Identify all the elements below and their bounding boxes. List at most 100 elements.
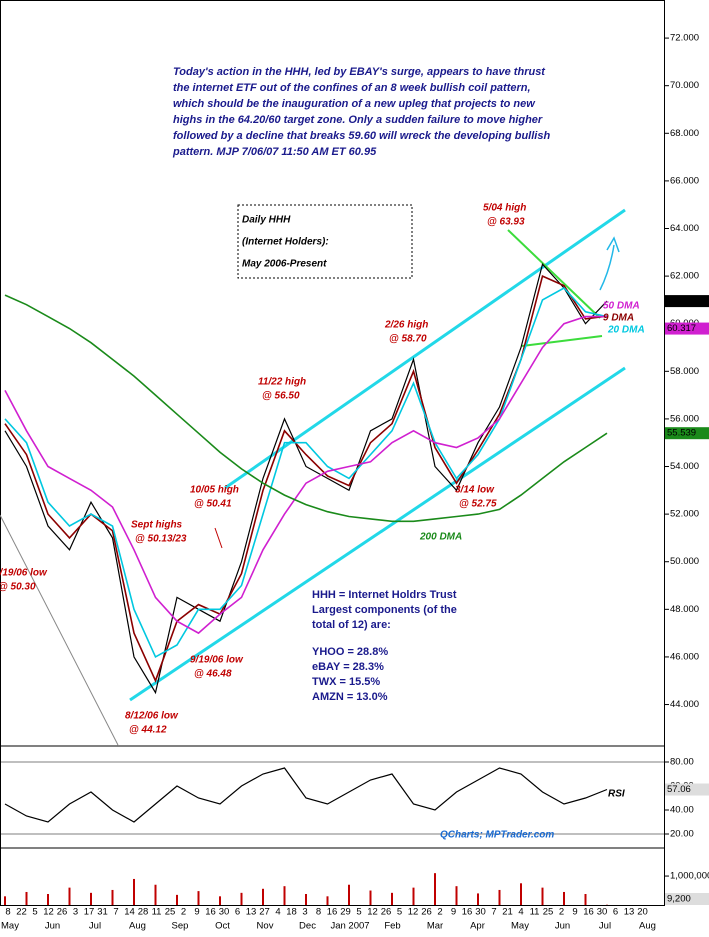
annotation: @ 44.12 [129,725,167,736]
x-tick-label: 18 [286,907,297,918]
trendline [129,366,626,702]
component: eBAY = 28.3% [312,661,384,673]
y-tick-label: 70.000 [670,80,699,91]
x-month-label: Sep [172,921,189,932]
x-tick-label: 4 [518,907,523,918]
y-tick-label: 72.000 [670,33,699,44]
x-tick-label: 16 [462,907,473,918]
y-tick-label: 46.000 [670,651,699,662]
annotation: @ 50.30 [0,582,36,593]
y-tick-label: 62.000 [670,271,699,282]
x-tick-label: 5 [32,907,37,918]
y-tick-label: 20.00 [670,829,694,840]
pointer [214,527,223,549]
rsi-line [4,767,608,823]
y-tick-label: 1,000,000 [670,871,709,882]
x-tick-label: 9 [572,907,577,918]
x-tick-label: 12 [367,907,378,918]
component: AMZN = 13.0% [312,691,388,703]
value-tag-label: 9,200 [667,894,691,905]
series-label: RSI [608,789,625,800]
annotation: 8/12/06 low [125,711,179,722]
annotation: @ 50.13/23 [135,534,187,545]
value-tag [665,322,709,335]
value-tag [665,427,709,440]
y-tick-label: 64.000 [670,223,699,234]
value-tag-label: 60.950 [667,296,696,307]
value-tag [665,893,709,905]
x-tick-label: 7 [491,907,496,918]
x-tick-label: 26 [421,907,432,918]
trendline [224,208,626,490]
x-tick-label: 5 [356,907,361,918]
x-tick-label: 2 [559,907,564,918]
series-label: 20 DMA [607,325,645,336]
x-month-label: Aug [639,921,656,932]
y-tick-label: 44.000 [670,699,699,710]
volume-bar [197,891,200,905]
commentary: Today's action in the HHH, led by EBAY's… [173,66,546,78]
x-tick-label: 9 [194,907,199,918]
volume-bar [111,889,114,905]
trendline [521,335,603,347]
volume-bar [25,891,28,905]
value-tag-label: 55.539 [667,428,696,439]
x-month-label: Jun [45,921,60,932]
commentary: followed by a decline that breaks 59.60 … [173,130,550,142]
y-tick-label: 80.00 [670,757,694,768]
x-tick-label: 26 [381,907,392,918]
annotation: 9/19/06 low [190,655,244,666]
y-tick-label: 48.000 [670,604,699,615]
component: YHOO = 28.8% [312,646,388,658]
value-tag-label: 57.06 [667,784,691,795]
commentary: the internet ETF out of the confines of … [173,82,531,94]
chart-title: Daily HHH [242,215,291,226]
x-tick-label: 12 [408,907,419,918]
x-month-label: May [1,921,19,932]
annotation: @ 46.48 [194,669,232,680]
annotation: Sept highs [131,520,183,531]
annotation: 10/05 high [190,485,239,496]
x-tick-label: 8 [316,907,321,918]
annotation: 3/14 low [455,485,495,496]
x-month-label: Oct [215,921,230,932]
arrow [599,244,615,291]
volume-bar [412,887,415,905]
credit: QCharts; MPTrader.com [440,830,554,841]
x-month-label: Jul [89,921,101,932]
annotation: @ 58.70 [389,334,427,345]
x-tick-label: 16 [205,907,216,918]
volume-bar [348,884,350,905]
x-month-label: Jun [555,921,570,932]
x-tick-label: 16 [583,907,594,918]
x-tick-label: 11 [152,907,162,918]
x-tick-label: 26 [57,907,68,918]
volume-bar [133,878,135,905]
ma-line [4,286,608,659]
x-month-label: Mar [427,921,443,932]
x-tick-label: 3 [302,907,307,918]
x-tick-label: 30 [219,907,230,918]
arrow-head [606,236,620,253]
annotation: 7/19/06 low [0,568,48,579]
volume-bar [541,887,544,905]
volume-bar [68,887,71,905]
x-tick-label: 2 [437,907,442,918]
volume-bar [498,889,501,905]
x-tick-label: 14 [124,907,135,918]
x-tick-label: 6 [613,907,618,918]
volume-bar [477,893,479,905]
y-tick-label: 58.000 [670,366,699,377]
x-tick-label: 16 [327,907,338,918]
volume-bar [305,894,307,905]
volume-bar [154,884,157,905]
x-tick-label: 25 [165,907,176,918]
info: total of 12) are: [312,619,391,631]
y-tick-label: 54.000 [670,461,699,472]
y-tick-label: 40.00 [670,805,694,816]
volume-bar [520,883,522,905]
x-tick-label: 25 [543,907,554,918]
volume-bar [283,886,286,905]
value-tag [665,295,709,308]
